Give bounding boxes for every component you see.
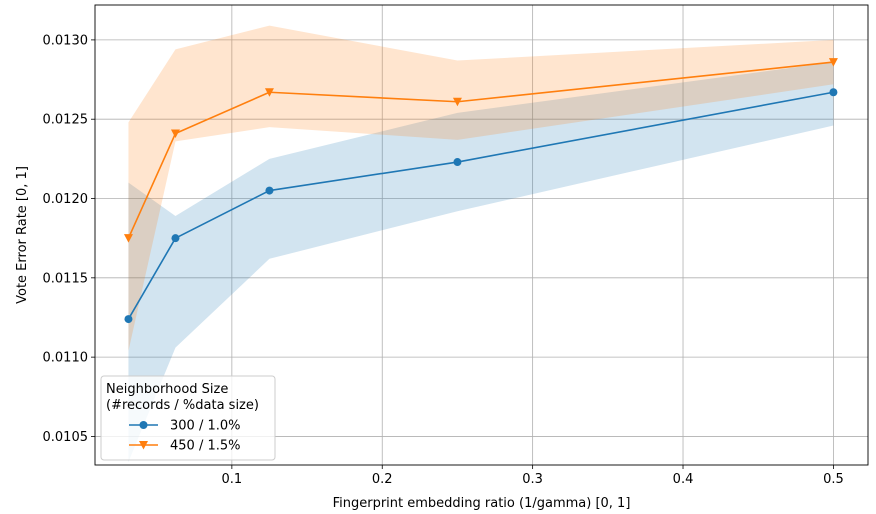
x-tick-label: 0.5 [823,472,844,487]
y-tick-label: 0.0105 [43,430,89,445]
confidence-bands [128,25,834,462]
data-point [265,186,274,195]
x-axis-label: Fingerprint embedding ratio (1/gamma) [0… [333,496,631,511]
y-tick-label: 0.0130 [43,33,89,48]
legend-marker-2 [139,441,148,450]
x-tick-label: 0.3 [522,472,543,487]
confidence-band-1 [128,62,834,462]
y-tick-label: 0.0125 [43,113,89,128]
series-markers [123,58,838,324]
y-tick-label: 0.0110 [43,351,89,366]
data-point [170,129,180,138]
data-point [829,88,838,97]
y-tick-label: 0.0115 [43,271,89,286]
data-point [452,97,462,107]
y-axis-label: Vote Error Rate [0, 1] [15,166,30,304]
legend-entries: 300 / 1.0% 450 / 1.5% [129,419,240,454]
confidence-band-2 [128,25,834,351]
legend: Neighborhood Size (#records / %data size… [100,375,276,461]
x-axis: 0.1 0.2 0.3 0.4 0.5 [222,465,844,487]
grid [95,5,868,465]
data-point [123,234,133,243]
legend-title-line-1: Neighborhood Size [106,382,228,397]
legend-title-line-2: (#records / %data size) [106,398,259,413]
data-point [264,88,274,97]
legend-marker-1 [139,421,148,429]
legend-label-2: 450 / 1.5% [170,439,240,454]
y-tick-label: 0.0120 [43,192,89,207]
x-tick-label: 0.4 [673,472,694,487]
x-tick-label: 0.2 [372,472,393,487]
x-tick-label: 0.1 [222,472,243,487]
data-point [124,315,133,324]
data-point [828,58,838,67]
legend-label-1: 300 / 1.0% [170,419,240,434]
legend-box [100,375,276,461]
plot-frame [94,4,869,466]
data-point [453,158,462,167]
data-point [171,234,180,243]
y-axis: 0.0105 0.0110 0.0115 0.0120 0.0125 0.0130 [43,33,95,445]
